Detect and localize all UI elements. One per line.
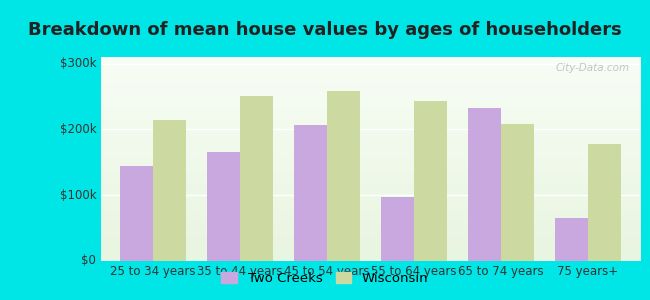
Text: $300k: $300k [60,57,96,70]
Bar [501,124,534,261]
Text: $200k: $200k [60,123,96,136]
Bar [327,91,360,261]
Text: $100k: $100k [60,189,96,202]
Bar [555,218,588,261]
Text: Breakdown of mean house values by ages of householders: Breakdown of mean house values by ages o… [28,21,622,39]
Bar [381,196,414,261]
Bar [414,101,447,261]
Legend: Two Creeks, Wisconsin: Two Creeks, Wisconsin [216,267,434,290]
Bar [294,125,327,261]
Text: City-Data.com: City-Data.com [555,63,629,73]
Bar [468,108,501,261]
Text: $0: $0 [81,254,96,268]
Bar [240,97,273,261]
Bar [153,119,186,261]
Bar [120,166,153,261]
Bar [207,152,240,261]
Bar [588,144,621,261]
